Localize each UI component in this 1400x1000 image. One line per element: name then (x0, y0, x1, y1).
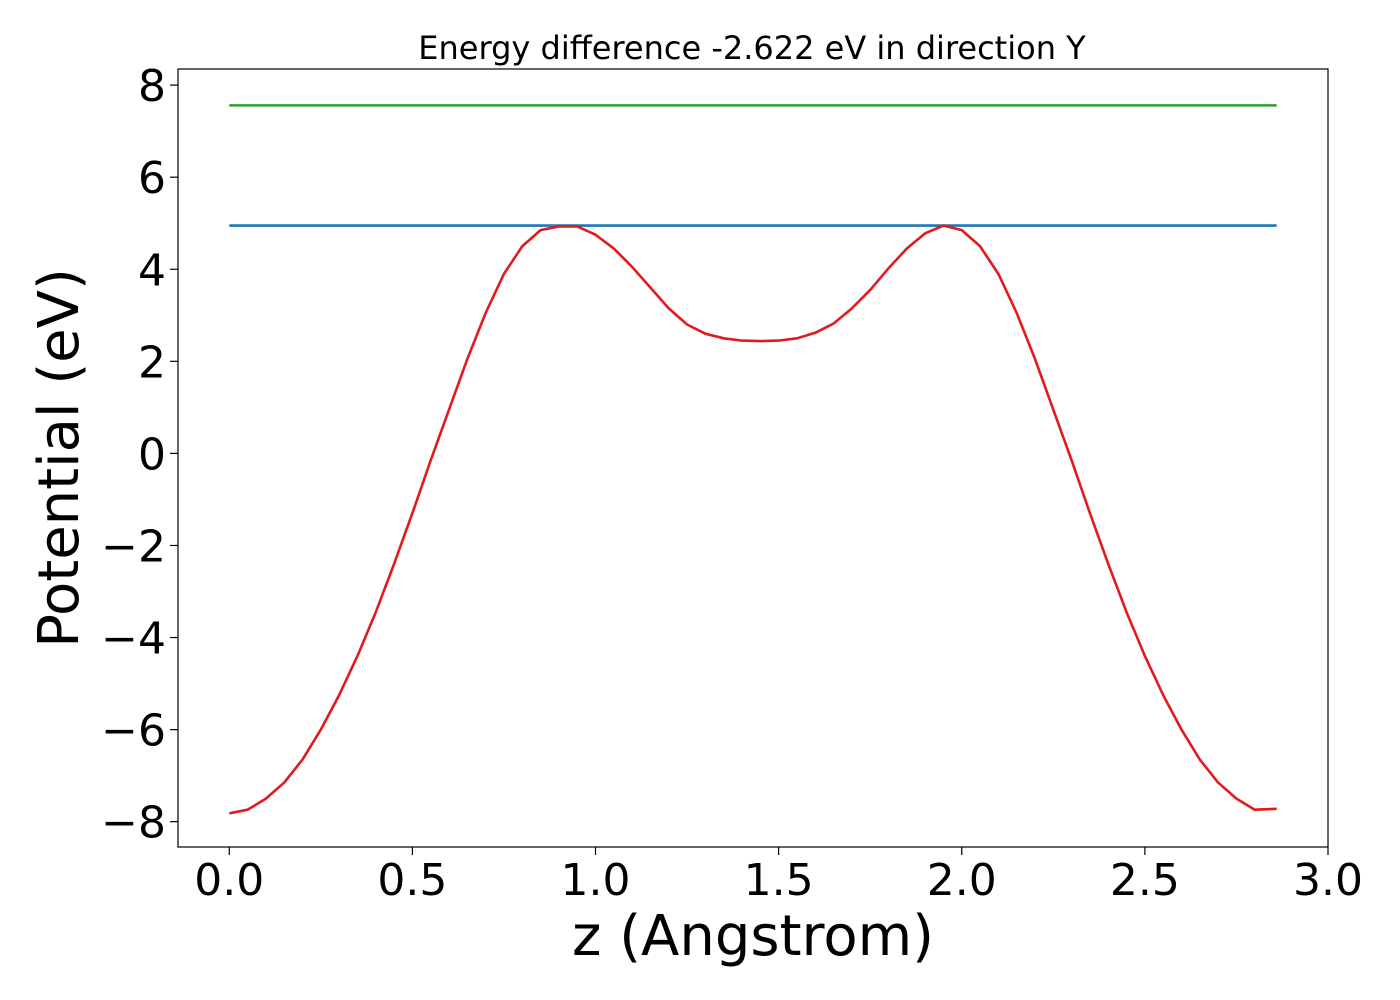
x-tick-label: 2.5 (1110, 855, 1180, 906)
x-tick-label: 2.0 (927, 855, 997, 906)
y-tick-label: 4 (138, 245, 166, 296)
y-axis-label: Potential (eV) (27, 268, 92, 648)
plot-frame (177, 68, 1329, 848)
x-tick-label: 1.5 (744, 855, 814, 906)
x-tick-label: 0.0 (194, 855, 264, 906)
x-axis-label: z (Angstrom) (572, 904, 934, 969)
y-tick-label: 2 (138, 337, 166, 388)
y-tick-label: −2 (101, 521, 166, 572)
y-tick-label: 6 (138, 153, 166, 204)
series-layer (229, 104, 1277, 815)
x-tick-label: 1.0 (561, 855, 631, 906)
chart-title: Energy difference -2.622 eV in direction… (418, 29, 1086, 67)
y-axis-ticks: −8 −6 −4 −2 0 2 4 6 8 (101, 61, 178, 849)
x-tick-label: 3.0 (1293, 855, 1363, 906)
y-tick-label: 0 (138, 429, 166, 480)
x-tick-label: 0.5 (377, 855, 447, 906)
x-axis-ticks: 0.0 0.5 1.0 1.5 2.0 2.5 3.0 (194, 847, 1363, 906)
series-line-3 (229, 224, 1277, 815)
y-tick-label: −6 (101, 706, 166, 757)
y-tick-label: −8 (101, 798, 166, 849)
y-tick-label: −4 (101, 614, 166, 665)
y-tick-label: 8 (138, 61, 166, 112)
